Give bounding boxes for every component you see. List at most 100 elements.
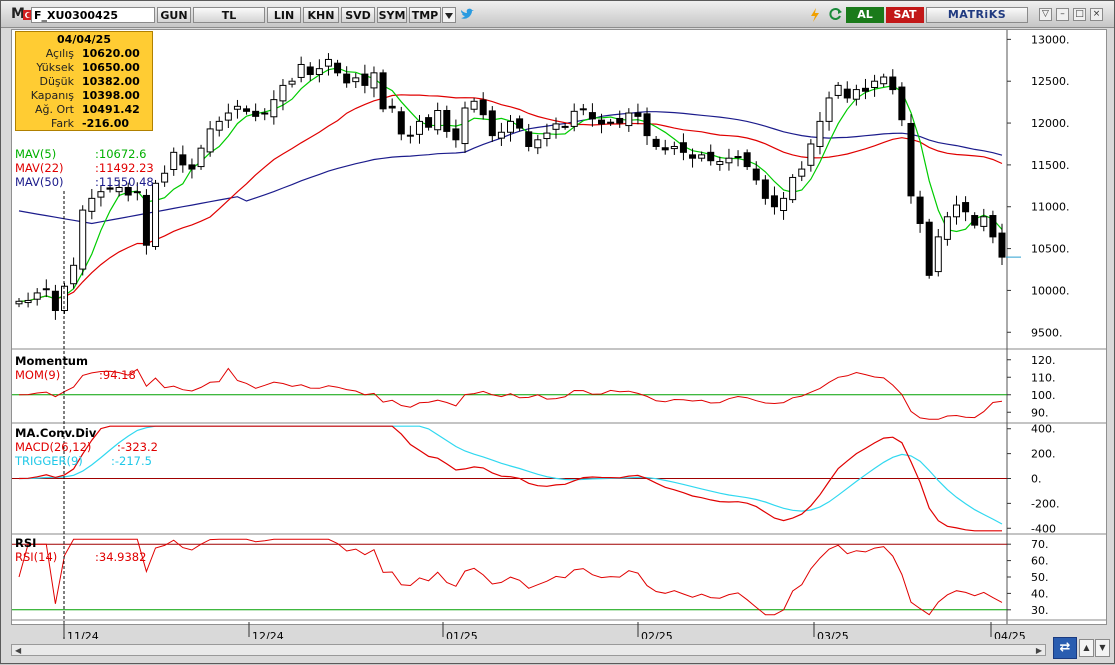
- candle-body: [370, 72, 378, 89]
- macd-tick-label: 400.: [1031, 423, 1056, 436]
- price-tick-label: 12000.: [1031, 117, 1070, 130]
- candle-body: [707, 151, 715, 162]
- candle-body: [698, 154, 706, 159]
- buy-button[interactable]: AL: [846, 7, 884, 23]
- mom-tick-label: 110.: [1031, 371, 1056, 384]
- candle-body: [598, 119, 606, 125]
- candle-body: [334, 62, 342, 74]
- candle-body: [97, 191, 105, 198]
- candle-body: [388, 105, 396, 109]
- sync-icon[interactable]: ⇄: [1053, 637, 1077, 659]
- candle-body: [807, 143, 815, 166]
- linear-scale-button[interactable]: LIN: [267, 7, 301, 23]
- minimize-icon[interactable]: –: [1056, 8, 1069, 21]
- candle-body: [397, 111, 405, 135]
- price-tick-label: 9500.: [1031, 326, 1063, 339]
- rsi-label: RSI(14):34.9382: [15, 550, 147, 564]
- info-date: 04/04/25: [57, 33, 111, 46]
- rsi-tick-label: 40.: [1031, 587, 1049, 600]
- tmp-button[interactable]: TMP: [409, 7, 441, 23]
- candle-body: [716, 161, 724, 165]
- candle-body: [962, 202, 970, 213]
- candle-body: [42, 288, 50, 291]
- price-tick-label: 11000.: [1031, 201, 1070, 214]
- scroll-left-icon[interactable]: ◀: [15, 646, 22, 655]
- candle-body: [206, 128, 214, 153]
- candle-body: [188, 164, 196, 170]
- candle-body: [470, 100, 478, 110]
- zoom-in-icon[interactable]: ▲: [1079, 639, 1094, 657]
- close-icon[interactable]: ×: [1090, 8, 1103, 21]
- candle-body: [425, 117, 433, 128]
- lightning-icon[interactable]: [809, 8, 821, 22]
- candle-body: [925, 221, 933, 276]
- candle-body: [998, 232, 1006, 258]
- candle-body: [934, 236, 942, 273]
- candle-body: [943, 216, 951, 240]
- collapse-icon[interactable]: ▽: [1039, 8, 1052, 21]
- scroll-right-icon[interactable]: ▶: [1035, 646, 1042, 655]
- maximize-icon[interactable]: □: [1073, 8, 1086, 21]
- currency-button[interactable]: TL: [193, 7, 265, 23]
- macd-tick-label: 0.: [1031, 473, 1042, 486]
- candle-body: [898, 86, 906, 121]
- period-button[interactable]: GUN: [157, 7, 191, 23]
- info-value: 10382.00: [82, 75, 140, 88]
- candle-body: [233, 105, 241, 110]
- candle-body: [734, 156, 742, 159]
- candle-body: [670, 145, 678, 150]
- rsi-tick-label: 70.: [1031, 538, 1049, 551]
- rsi-tick-label: 30.: [1031, 604, 1049, 617]
- toolbar: M F_XU0300425 GUN TL LIN KHN SVD SYM TMP…: [1, 1, 1114, 28]
- zoom-out-icon[interactable]: ▼: [1095, 639, 1110, 657]
- candle-body: [634, 112, 642, 117]
- candle-body: [780, 197, 788, 212]
- candle-body: [625, 112, 633, 127]
- symbol-input[interactable]: F_XU0300425: [31, 7, 155, 23]
- candle-body: [534, 139, 542, 149]
- macd-title: MA.Conv.Div: [15, 426, 97, 440]
- mom-label: MOM(9):94.18: [15, 368, 136, 382]
- candle-body: [661, 147, 669, 151]
- mav50-label: MAV(50):11550.48: [15, 175, 154, 189]
- info-label: Açılış: [45, 47, 74, 60]
- twitter-icon[interactable]: [460, 8, 474, 20]
- candle-body: [79, 209, 87, 270]
- sell-button[interactable]: SAT: [886, 7, 924, 23]
- candle-body: [133, 191, 141, 194]
- candle-body: [488, 110, 496, 137]
- candle-body: [725, 157, 733, 164]
- info-row-change: Fark -216.00: [16, 117, 152, 131]
- price-tick-label: 13000.: [1031, 33, 1070, 46]
- candle-body: [834, 84, 842, 96]
- candle-body: [297, 63, 305, 78]
- price-tick-label: 10500.: [1031, 243, 1070, 256]
- candle-body: [561, 125, 569, 128]
- candle-body: [243, 108, 251, 112]
- info-row-low: Düşük 10382.00: [16, 75, 152, 89]
- candle-body: [434, 110, 442, 131]
- candle-body: [479, 99, 487, 116]
- info-value: -216.00: [82, 117, 130, 130]
- khn-button[interactable]: KHN: [303, 7, 339, 23]
- info-label: Düşük: [39, 75, 74, 88]
- info-row-close: Kapanış 10398.00: [16, 89, 152, 103]
- candle-body: [880, 76, 888, 85]
- macd-label: MACD(26,12):-323.2: [15, 440, 158, 454]
- sym-button[interactable]: SYM: [377, 7, 407, 23]
- rsi-title: RSI: [15, 536, 37, 550]
- candle-body: [197, 147, 205, 168]
- horizontal-scrollbar[interactable]: ◀ ▶: [11, 644, 1046, 656]
- candle-body: [152, 182, 160, 247]
- candle-body: [215, 120, 223, 131]
- refresh-icon[interactable]: [829, 7, 843, 21]
- template-dropdown[interactable]: [442, 7, 456, 23]
- candle-body: [798, 168, 806, 177]
- macd-line: [18, 425, 1002, 532]
- candle-body: [115, 186, 123, 193]
- candle-body: [324, 58, 332, 67]
- svd-button[interactable]: SVD: [341, 7, 375, 23]
- candle-body: [406, 134, 414, 137]
- candle-body: [652, 138, 660, 147]
